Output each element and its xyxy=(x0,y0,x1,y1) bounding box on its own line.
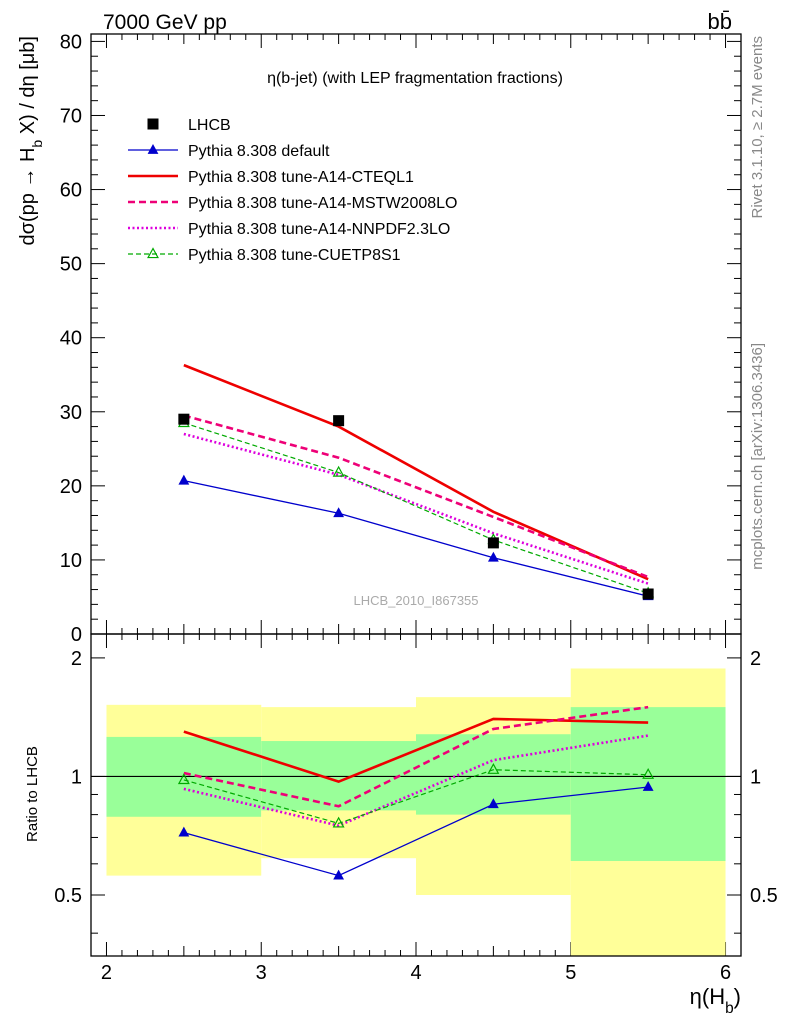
ratio-point-0 xyxy=(178,826,190,837)
ratio-y-tick-label: 0.5 xyxy=(750,885,778,907)
legend-marker xyxy=(147,247,159,259)
ratio-frame xyxy=(90,633,742,957)
legend-marker xyxy=(147,144,159,154)
legend-label: Pythia 8.308 tune-A14-MSTW2008LO xyxy=(188,195,457,212)
ratio-y-tick-label: 2 xyxy=(750,648,761,670)
y-tick-label: 60 xyxy=(60,180,82,202)
series-line-2 xyxy=(183,414,649,579)
ratio-point-4 xyxy=(487,762,500,774)
ratio-y-tick-label: 0.5 xyxy=(54,885,82,907)
x-tick-label: 2 xyxy=(101,962,112,984)
y-tick-label: 70 xyxy=(60,105,82,127)
ratio-line-3 xyxy=(183,734,649,828)
mcplots-label: mcplots.cern.ch [arXiv:1306.3436] xyxy=(749,343,766,570)
main-panel: 0 10 20 30 40 50 60 70 80 xyxy=(60,31,742,956)
series-line-4 xyxy=(183,422,649,594)
y-tick-label: 40 xyxy=(60,328,82,350)
series-line-3 xyxy=(183,432,649,585)
legend-label: Pythia 8.308 tune-CUETP8S1 xyxy=(188,247,401,264)
legend: LHCB Pythia 8.308 default Pythia 8.308 tun… xyxy=(128,117,457,264)
series-line-0 xyxy=(183,480,649,597)
data-point xyxy=(642,588,654,600)
header-right-label: bb̄ xyxy=(708,9,732,34)
y-tick-label: 80 xyxy=(60,31,82,53)
data-point xyxy=(333,415,345,427)
ratio-point-0 xyxy=(642,781,654,791)
ratio-point-0 xyxy=(333,869,345,880)
y-tick-label: 10 xyxy=(60,550,82,572)
header-left-label: 7000 GeV pp xyxy=(103,11,227,34)
y-tick-label: 50 xyxy=(60,254,82,276)
x-tick-label: 6 xyxy=(720,962,731,984)
y-tick-label: 0 xyxy=(71,624,82,646)
ratio-point-4 xyxy=(642,767,655,779)
x-tick-label: 3 xyxy=(256,962,267,984)
ratio-line-2 xyxy=(183,705,649,808)
rivet-version-label: Rivet 3.1.10, ≥ 2.7M events xyxy=(749,36,766,219)
ratio-point-0 xyxy=(487,798,499,809)
series-line-1 xyxy=(183,363,649,581)
ratio-line-1 xyxy=(183,717,649,784)
y-tick-label: 20 xyxy=(60,476,82,498)
ratio-line-4 xyxy=(183,769,649,825)
legend-label: Pythia 8.308 tune-A14-NNPDF2.3LO xyxy=(188,221,450,238)
x-axis-label: η(Hb) xyxy=(690,984,741,1017)
series-point-0 xyxy=(333,507,345,518)
legend-label: Pythia 8.308 tune-A14-CTEQL1 xyxy=(188,169,414,186)
legend-marker xyxy=(147,118,159,130)
chart-title: η(b-jet) (with LEP fragmentation fractio… xyxy=(267,70,563,87)
ratio-y-tick-label: 1 xyxy=(750,766,761,788)
data-point xyxy=(487,537,499,549)
x-tick-label: 4 xyxy=(410,962,421,984)
legend-label: Pythia 8.308 default xyxy=(188,143,330,160)
ratio-y-tick-label: 1 xyxy=(71,766,82,788)
data-point xyxy=(178,413,190,425)
legend-label: LHCB xyxy=(188,117,231,134)
ratio-point-4 xyxy=(177,773,190,785)
series-point-0 xyxy=(178,474,190,485)
y-tick-label: 30 xyxy=(60,402,82,424)
ratio-y-axis-label: Ratio to LHCB xyxy=(24,746,41,842)
series-point-4 xyxy=(332,465,345,477)
ratio-line-0 xyxy=(183,786,649,877)
series-point-0 xyxy=(487,551,499,562)
x-tick-label: 5 xyxy=(565,962,576,984)
ratio-panel: 2 3 4 5 6 0.5 0.5 1 1 2 2 xyxy=(54,633,778,984)
ratio-y-tick-label: 2 xyxy=(71,648,82,670)
ratio-band-inner xyxy=(261,741,416,811)
analysis-watermark: LHCB_2010_I867355 xyxy=(353,593,478,608)
ratio-point-4 xyxy=(332,816,345,828)
y-axis-label: dσ(pp → Hb X) / dη [μb] xyxy=(17,36,45,246)
